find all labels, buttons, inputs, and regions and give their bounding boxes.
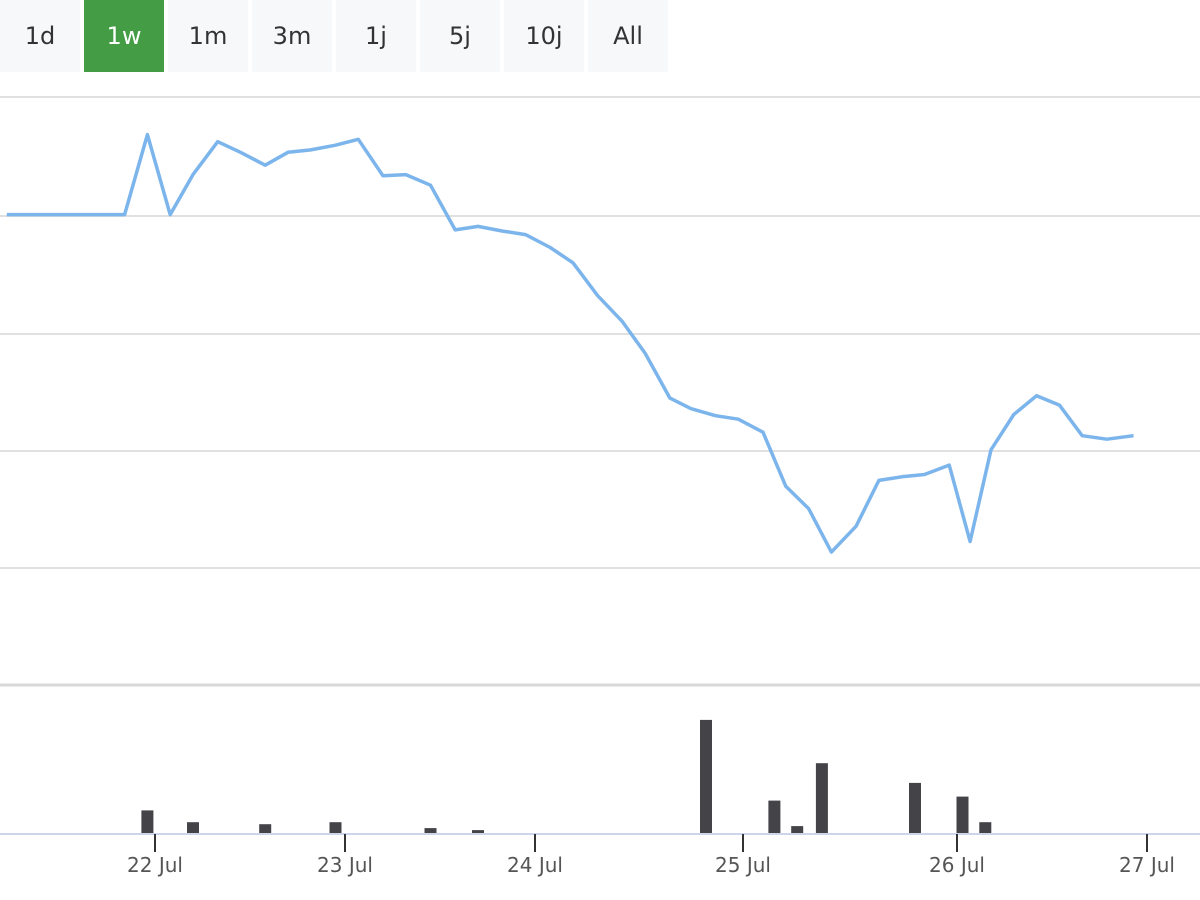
- x-tick-label: 27 Jul: [1119, 853, 1175, 877]
- range-button-1d[interactable]: 1d: [0, 0, 80, 72]
- grid-lines: [0, 96, 1200, 569]
- volume-bar: [259, 824, 272, 834]
- x-tick-label: 25 Jul: [715, 853, 771, 877]
- x-tick-label: 23 Jul: [317, 853, 373, 877]
- volume-bar: [791, 826, 804, 834]
- volume-bar: [329, 822, 342, 834]
- volume-bars: [141, 719, 992, 834]
- volume-bar: [472, 830, 484, 834]
- x-tick-label: 24 Jul: [507, 853, 563, 877]
- volume-bar: [700, 719, 712, 834]
- x-axis: 22 Jul 23 Jul 24 Jul 25 Jul 26 Jul 27 Jul: [127, 834, 1175, 877]
- x-tick-label: 26 Jul: [929, 853, 985, 877]
- volume-bar: [815, 763, 828, 834]
- price-line: [6, 132, 1134, 554]
- range-button-5j[interactable]: 5j: [420, 0, 500, 72]
- range-button-1m[interactable]: 1m: [168, 0, 248, 72]
- price-series: [6, 132, 1134, 554]
- range-button-all[interactable]: All: [588, 0, 668, 72]
- volume-bar: [424, 828, 437, 834]
- range-button-1w[interactable]: 1w: [84, 0, 164, 72]
- volume-bar: [768, 800, 781, 834]
- volume-bar: [187, 822, 199, 834]
- x-tick-label: 22 Jul: [127, 853, 183, 877]
- range-selector: 1d 1w 1m 3m 1j 5j 10j All: [0, 0, 668, 72]
- range-button-1j[interactable]: 1j: [336, 0, 416, 72]
- range-button-3m[interactable]: 3m: [252, 0, 332, 72]
- volume-bar: [956, 796, 969, 834]
- volume-bar: [979, 822, 992, 834]
- volume-bar: [141, 810, 154, 834]
- range-button-10j[interactable]: 10j: [504, 0, 584, 72]
- volume-bar: [909, 782, 921, 834]
